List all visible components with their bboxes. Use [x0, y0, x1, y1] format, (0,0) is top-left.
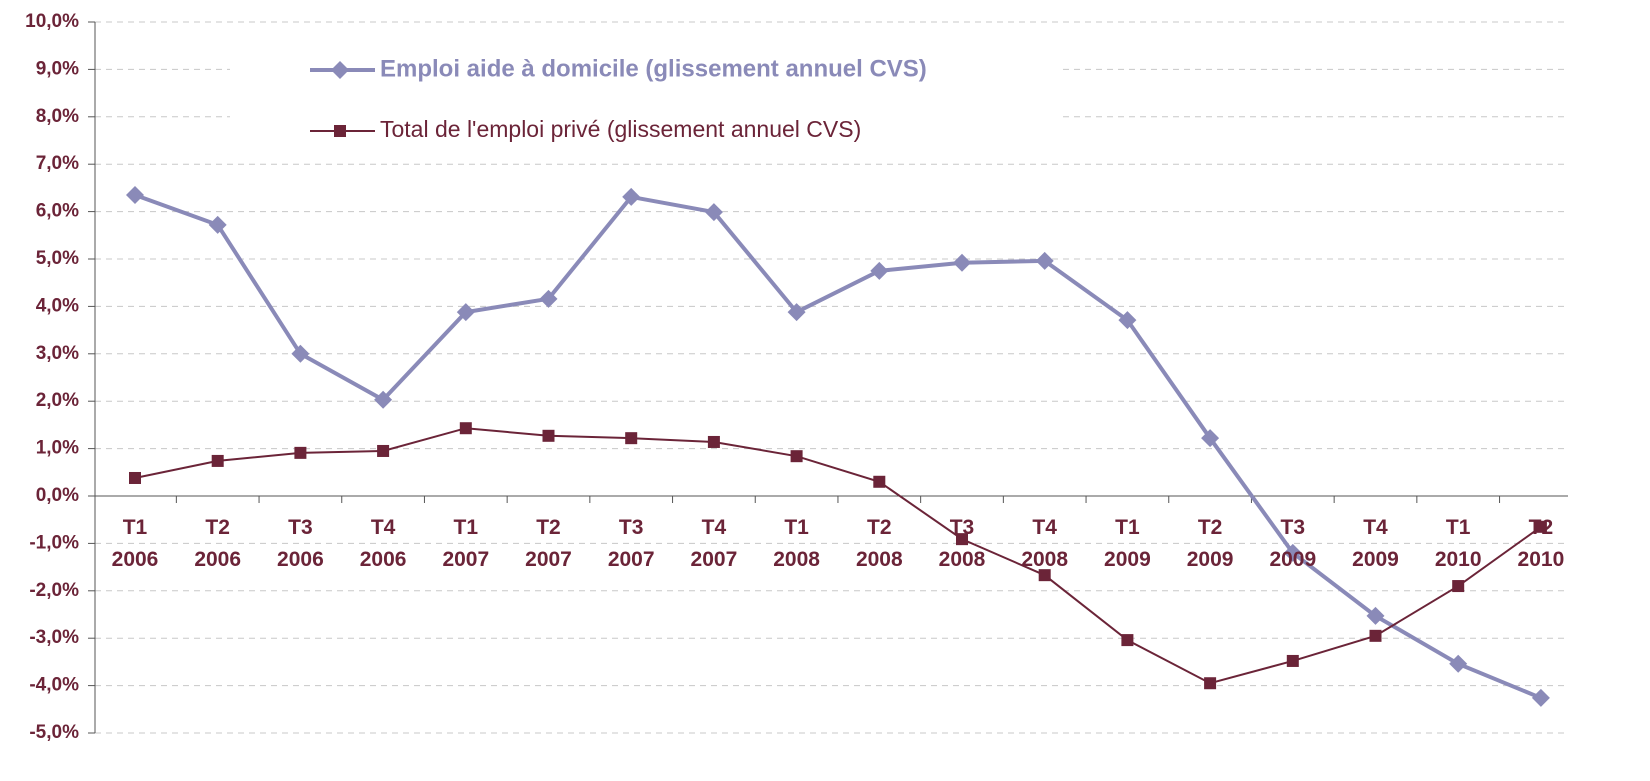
- point: [1369, 629, 1382, 642]
- point: [129, 471, 141, 484]
- y-tick-label: 4,0%: [36, 295, 79, 316]
- point: [873, 475, 886, 488]
- point: [953, 253, 971, 272]
- point: [1531, 688, 1550, 707]
- x-tick-label: T2 2007: [525, 516, 572, 571]
- point: [456, 303, 475, 322]
- point: [1118, 311, 1137, 330]
- x-tick-label: T2 2010: [1517, 516, 1565, 571]
- y-tick-label: 10,0%: [25, 11, 79, 32]
- point: [377, 444, 390, 457]
- point: [1449, 654, 1468, 673]
- x-tick-label: T1 2006: [111, 516, 159, 571]
- x-tick-label: T3 2006: [277, 516, 324, 571]
- point: [790, 450, 803, 463]
- point: [622, 187, 641, 206]
- legend-marker: [331, 61, 349, 79]
- legend-label: Emploi aide à domicile (glissement annue…: [380, 55, 927, 82]
- point: [1038, 569, 1051, 582]
- y-tick-label: -2,0%: [29, 580, 79, 601]
- point: [1366, 606, 1385, 625]
- x-tick-label: T3 2009: [1269, 516, 1317, 571]
- legend-marker: [334, 125, 346, 137]
- y-tick-label: 1,0%: [36, 438, 79, 459]
- x-tick-label: T4 2006: [359, 516, 407, 571]
- x-tick-label: T2 2006: [194, 516, 242, 571]
- y-tick-label: 8,0%: [36, 106, 79, 127]
- y-tick-label: -5,0%: [29, 722, 79, 743]
- x-tick-label: T1 2007: [442, 516, 490, 571]
- x-tick-label: T1 2009: [1104, 516, 1151, 571]
- y-tick-label: 7,0%: [36, 153, 79, 174]
- series-line: [134, 193, 1542, 700]
- y-tick-label: 6,0%: [36, 201, 79, 222]
- series-line: [134, 427, 1542, 685]
- point: [211, 454, 224, 467]
- point: [459, 422, 472, 435]
- y-tick-label: -3,0%: [29, 627, 79, 648]
- point: [787, 303, 806, 322]
- y-tick-label: 2,0%: [36, 390, 79, 411]
- point: [1283, 543, 1302, 562]
- point: [625, 432, 638, 445]
- x-tick-label: T4 2008: [1021, 516, 1069, 571]
- y-tick-label: 3,0%: [36, 343, 79, 364]
- point: [707, 435, 720, 448]
- point: [126, 186, 144, 205]
- point: [208, 215, 227, 234]
- legend-label: Total de l'emploi privé (glissement annu…: [380, 116, 861, 142]
- y-tick-label: 9,0%: [36, 58, 79, 79]
- point: [956, 533, 968, 546]
- legend-bg: [230, 40, 1060, 160]
- point: [1286, 654, 1299, 667]
- x-tick-label: T4 2007: [690, 516, 738, 571]
- x-tick-label: T4 2009: [1352, 516, 1399, 571]
- y-tick-label: 5,0%: [36, 248, 79, 269]
- x-tick-label: T1 2008: [773, 516, 820, 571]
- point: [539, 289, 558, 308]
- point: [1452, 580, 1465, 593]
- point: [870, 261, 889, 280]
- point: [1121, 634, 1134, 647]
- x-tick-label: T3 2007: [607, 516, 655, 571]
- point: [291, 344, 310, 363]
- x-tick-label: T2 2008: [855, 516, 903, 571]
- point: [1204, 677, 1217, 690]
- point: [704, 203, 723, 222]
- y-tick-label: -1,0%: [29, 532, 79, 553]
- x-tick-label: T1 2010: [1434, 516, 1482, 571]
- point: [294, 446, 307, 459]
- y-tick-label: 0,0%: [36, 485, 79, 506]
- point: [1534, 520, 1547, 533]
- x-tick-label: T2 2009: [1186, 516, 1234, 571]
- x-tick-label: T3 2008: [938, 516, 986, 571]
- point: [374, 390, 393, 409]
- y-tick-label: -4,0%: [29, 675, 79, 696]
- point: [1035, 251, 1054, 270]
- point: [1201, 429, 1220, 448]
- point: [542, 429, 555, 442]
